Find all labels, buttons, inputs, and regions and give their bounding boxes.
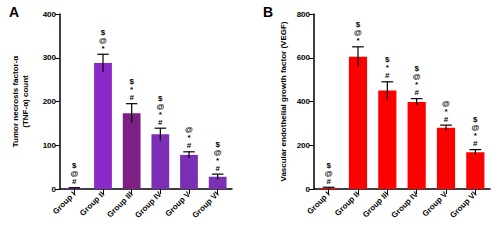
svg-text:Group III: Group III: [361, 190, 391, 220]
svg-text:#: #: [444, 115, 449, 124]
svg-text:0: 0: [306, 185, 311, 194]
svg-text:#: #: [129, 93, 134, 102]
svg-text:A: A: [9, 4, 19, 20]
svg-text:#: #: [187, 141, 192, 150]
svg-text:Group IV: Group IV: [390, 189, 421, 220]
svg-text:#: #: [414, 88, 419, 97]
svg-text:200: 200: [43, 97, 57, 106]
svg-text:Group VI: Group VI: [191, 190, 221, 220]
svg-text:200: 200: [297, 141, 311, 150]
svg-text:*: *: [101, 44, 105, 53]
svg-text:(TNF-α) count: (TNF-α) count: [21, 75, 30, 128]
svg-text:Group I: Group I: [51, 190, 77, 216]
svg-text:B: B: [263, 4, 273, 20]
svg-text:800: 800: [297, 10, 311, 19]
svg-text:#: #: [473, 139, 478, 148]
svg-text:#: #: [326, 177, 331, 186]
svg-text:400: 400: [43, 10, 57, 19]
svg-text:Group IV: Group IV: [133, 189, 164, 220]
svg-text:#: #: [158, 118, 163, 127]
svg-text:Group I: Group I: [305, 190, 331, 216]
svg-text:Group VI: Group VI: [448, 190, 478, 220]
svg-text:Tumor necrosis factor-α: Tumor necrosis factor-α: [11, 56, 20, 148]
svg-text:Group III: Group III: [105, 190, 135, 220]
svg-text:#: #: [215, 164, 220, 173]
svg-text:Group V: Group V: [421, 189, 450, 218]
svg-text:300: 300: [43, 53, 57, 62]
svg-text:Vascular endothelial growth fa: Vascular endothelial growth factor (VEGF…: [279, 21, 288, 181]
svg-text:600: 600: [297, 53, 311, 62]
svg-text:Group V: Group V: [164, 189, 193, 218]
svg-text:100: 100: [43, 141, 57, 150]
svg-text:0: 0: [52, 185, 57, 194]
svg-text:Group II: Group II: [78, 190, 106, 218]
svg-text:#: #: [72, 177, 77, 186]
svg-text:*: *: [356, 36, 360, 45]
svg-text:Group II: Group II: [333, 190, 361, 218]
svg-text:400: 400: [297, 97, 311, 106]
svg-text:#: #: [385, 71, 390, 80]
